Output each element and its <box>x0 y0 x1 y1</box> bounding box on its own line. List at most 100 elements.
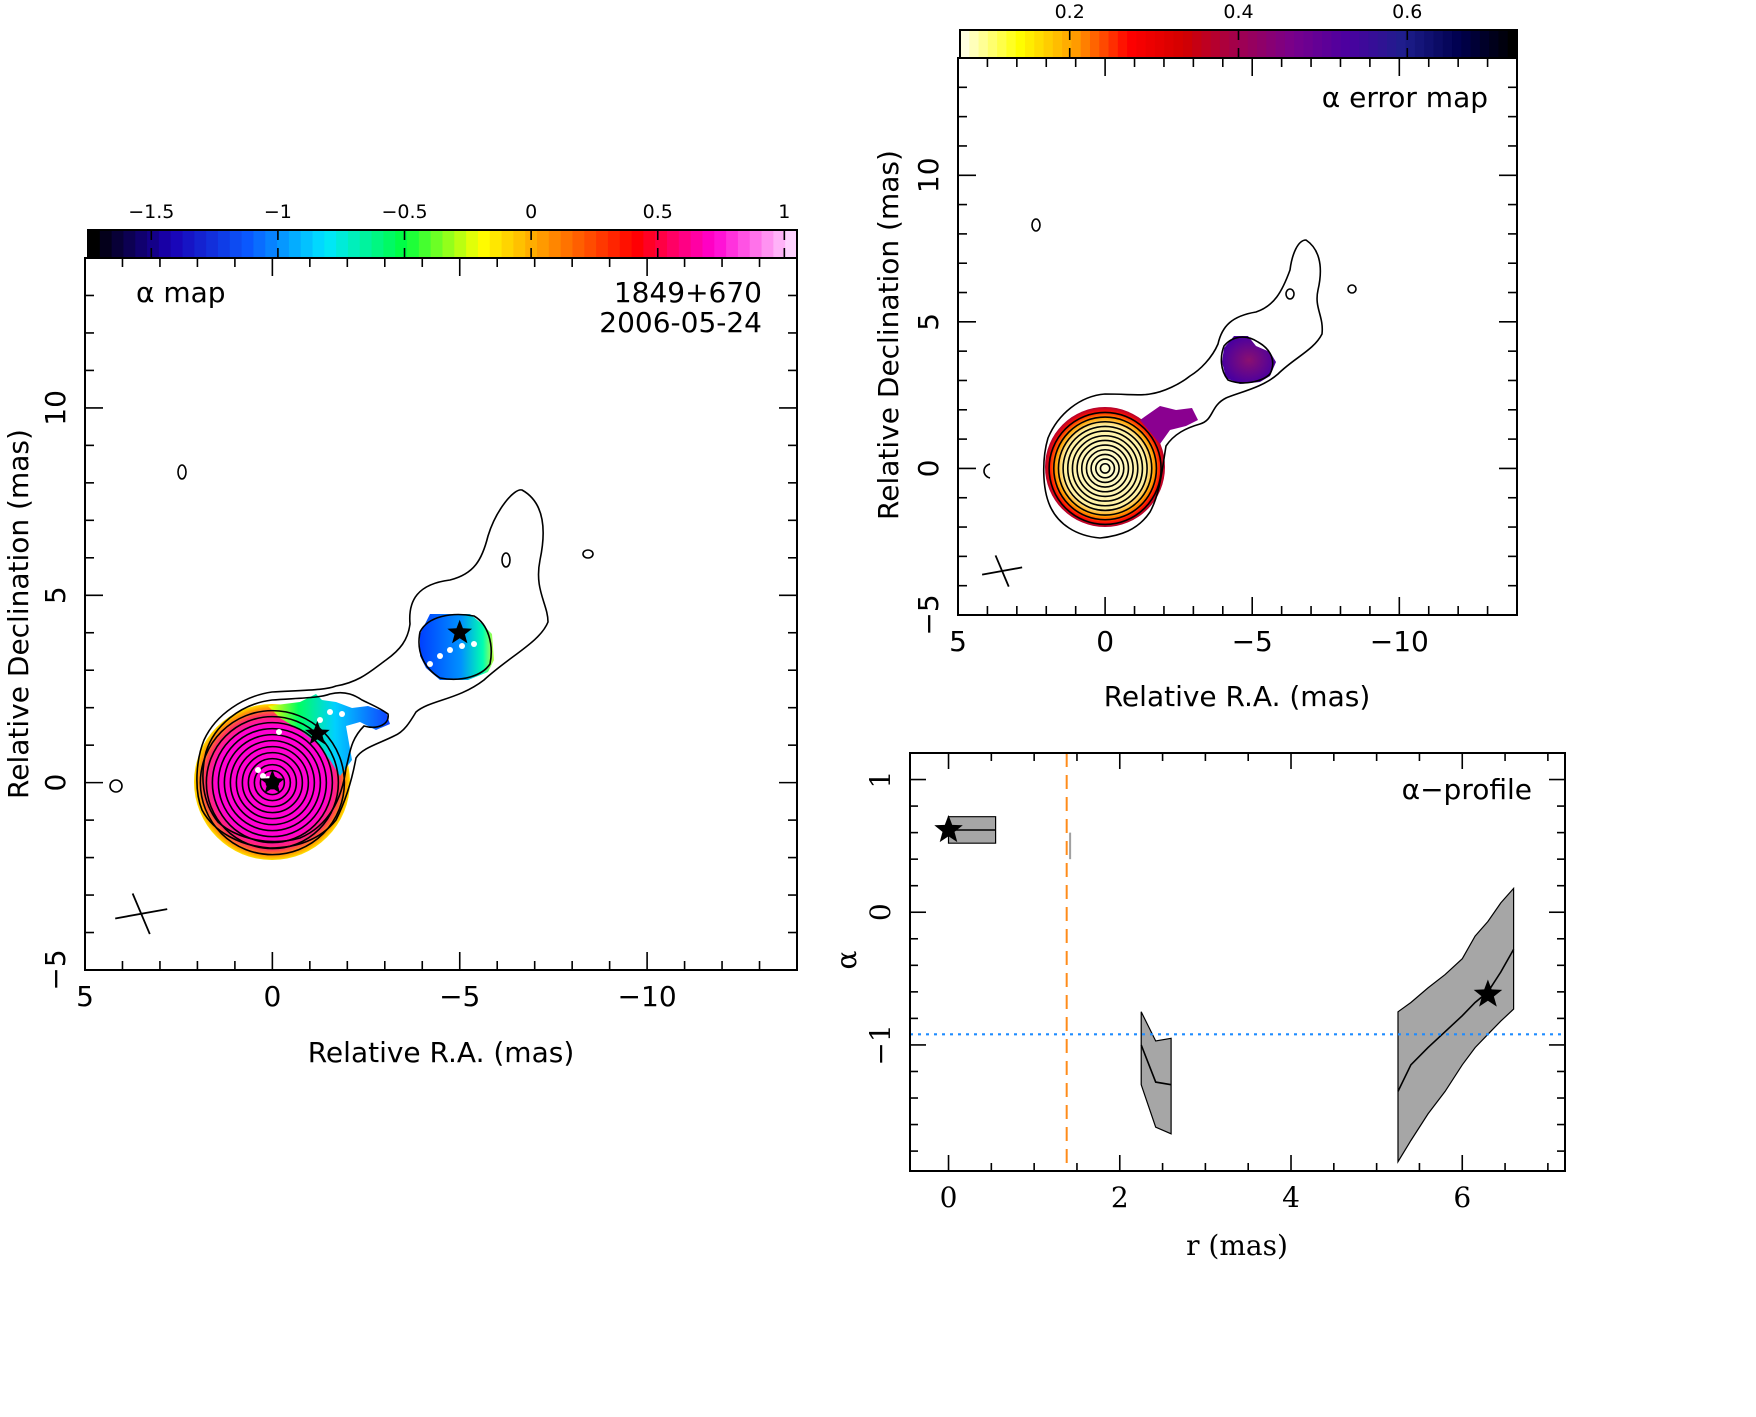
x-tick-label: −5 <box>1232 625 1273 658</box>
profile-star-marker <box>1473 979 1503 1007</box>
colorbar-tick-label: 0.2 <box>1055 1 1085 23</box>
alpha-isolated-contour <box>177 464 187 480</box>
alpha-error-frame <box>957 57 1518 616</box>
colorbar-tick-label: 0 <box>525 201 537 223</box>
colorbar-segment <box>229 230 243 258</box>
profile-star-marker <box>934 815 963 843</box>
colorbar-segment <box>960 30 970 58</box>
colorbar-segment <box>987 30 998 58</box>
colorbar-segment <box>1062 30 1072 58</box>
alpha-profile-frame <box>909 752 1566 1172</box>
error-jet-strip <box>1140 406 1198 444</box>
alpha-error-ylabel: Relative Declination (mas) <box>872 150 905 520</box>
alpha-profile-xlabel: r (mas) <box>1186 1229 1288 1262</box>
alpha-isolated-contour <box>582 549 594 559</box>
alpha-outer-knot <box>420 614 494 680</box>
x-tick-label: 2 <box>1111 1181 1129 1214</box>
core-contour <box>1085 448 1125 488</box>
colorbar-tick-label: −0.5 <box>381 201 427 223</box>
colorbar-segment <box>277 230 290 258</box>
colorbar-segment <box>1479 30 1490 58</box>
colorbar-segment <box>395 230 408 258</box>
alpha-inner-jet <box>268 694 390 776</box>
colorbar-segment <box>489 230 503 258</box>
alpha-error-image <box>1045 336 1276 527</box>
error-band <box>1397 886 1515 1164</box>
core-contour <box>241 751 304 814</box>
colorbar-segment <box>572 230 585 258</box>
core-contour <box>1071 434 1139 502</box>
x-tick-label: 0 <box>940 1181 958 1214</box>
colorbar-segment <box>726 230 739 258</box>
colorbar-segment <box>773 230 786 258</box>
core-contour <box>1080 444 1130 493</box>
alpha-profile-label: α−profile <box>1402 773 1532 806</box>
colorbar-segment <box>217 230 231 258</box>
colorbar-segment <box>1173 30 1184 58</box>
x-tick-label: −10 <box>1370 625 1429 658</box>
x-tick-label: 5 <box>949 625 967 658</box>
core-contour <box>1094 458 1116 479</box>
alpha-profile-plot <box>910 753 1565 1171</box>
colorbar-segment <box>1108 30 1119 58</box>
core-contour <box>217 727 328 838</box>
alpha-isolated-contour <box>109 779 123 793</box>
colorbar-segment <box>548 230 562 258</box>
y-tick-label: 1 <box>864 771 897 789</box>
y-tick-label: −5 <box>912 594 945 635</box>
core-contour <box>1090 453 1120 484</box>
colorbar-segment <box>170 230 184 258</box>
colorbar-segment <box>749 230 763 258</box>
observation-date-label: 2006-05-24 <box>599 306 762 339</box>
colorbar-tick-label: −1.5 <box>128 201 174 223</box>
colorbar-segment <box>1349 30 1360 58</box>
core-contour <box>205 715 340 850</box>
colorbar-segment <box>1266 30 1277 58</box>
colorbar-segment <box>690 230 704 258</box>
colorbar-segment <box>1080 30 1091 58</box>
y-tick-label: 5 <box>912 313 945 331</box>
error-isolated-contour <box>983 463 991 479</box>
colorbar-segment <box>1442 30 1453 58</box>
colorbar-segment <box>1024 30 1035 58</box>
colorbar-segment <box>1322 30 1332 58</box>
colorbar-segment <box>1452 30 1462 58</box>
y-tick-label: 5 <box>39 586 72 604</box>
component-star-marker <box>260 769 285 794</box>
x-tick-label: 4 <box>1282 1181 1300 1214</box>
colorbar-segment <box>253 230 266 258</box>
core-contour <box>1099 462 1111 474</box>
colorbar-segment <box>1507 30 1518 58</box>
colorbar-segment <box>1034 30 1045 58</box>
error-isolated-contour <box>1347 284 1357 294</box>
colorbar-segment <box>1294 30 1305 58</box>
core-contour <box>211 721 334 844</box>
colorbar-segment <box>1052 30 1063 58</box>
colorbar-segment <box>501 230 514 258</box>
profile-line <box>1140 1044 1172 1086</box>
colorbar-segment <box>1127 30 1137 58</box>
colorbar-segment <box>194 230 207 258</box>
core-contour <box>1076 439 1134 498</box>
core-contour <box>1062 425 1148 512</box>
error-band <box>1140 1011 1172 1135</box>
colorbar-segment <box>158 230 172 258</box>
alpha-map-ylabel: Relative Declination (mas) <box>2 429 35 799</box>
alpha-error-xlabel: Relative R.A. (mas) <box>1104 680 1371 713</box>
alpha-profile-ticks: 0 2 4 6 −1 0 1 <box>864 753 1565 1214</box>
colorbar-tick-label: −1 <box>264 201 292 223</box>
x-tick-label: 0 <box>263 980 281 1013</box>
colorbar-segment <box>135 230 148 258</box>
colorbar-segment <box>537 230 550 258</box>
x-tick-label: −5 <box>439 980 480 1013</box>
colorbar-segment <box>702 230 715 258</box>
colorbar-segment <box>1145 30 1156 58</box>
colorbar-segment <box>88 230 101 258</box>
colorbar-segment <box>1257 30 1267 58</box>
colorbar-segment <box>111 230 125 258</box>
colorbar-segment <box>466 230 479 258</box>
beam-minor-axis <box>131 893 151 935</box>
colorbar-segment <box>1312 30 1323 58</box>
x-tick-label: 5 <box>76 980 94 1013</box>
colorbar-segment <box>1089 30 1100 58</box>
